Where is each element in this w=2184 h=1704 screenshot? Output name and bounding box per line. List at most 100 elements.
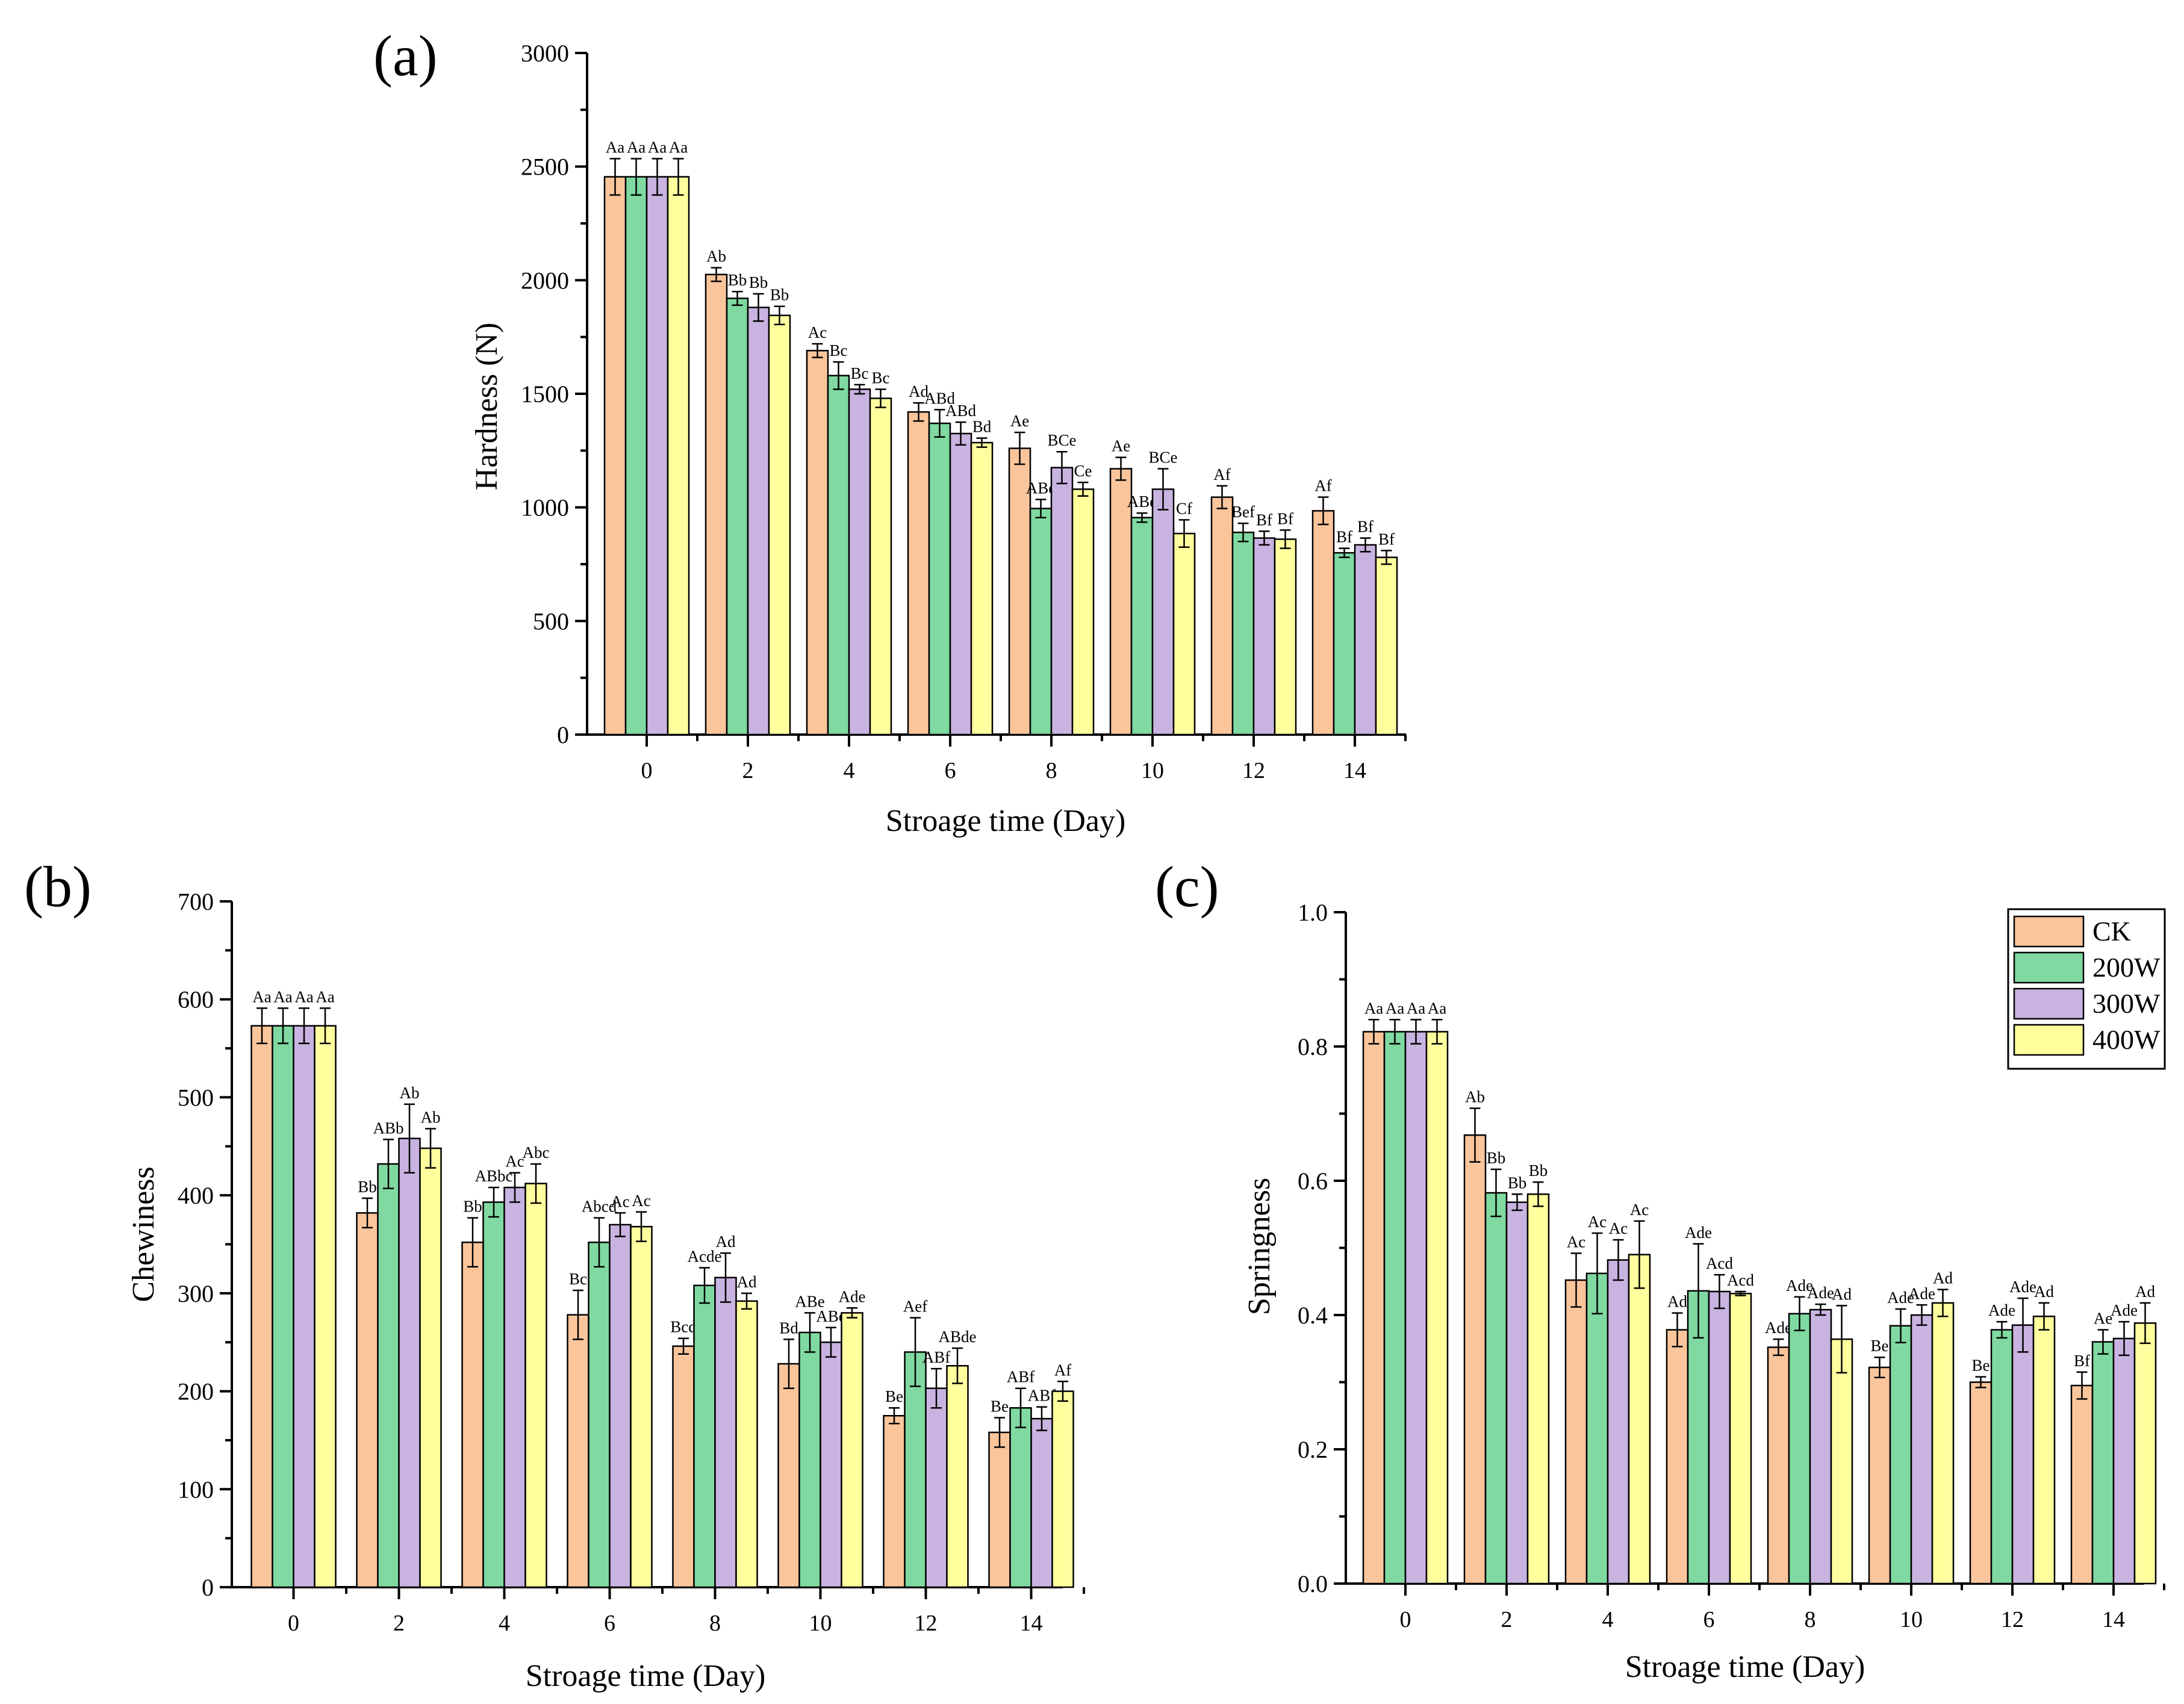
legend: CK 200W 300W 400W: [2007, 908, 2166, 1070]
panel-c-significance-label: Ade: [1908, 1284, 1935, 1302]
panel-c-bar-ck-day-14: [2070, 1384, 2094, 1585]
panel-a-significance-label: Bc: [830, 341, 848, 359]
panel-c-bar-400w-day-2: [1526, 1193, 1550, 1585]
panel-b-significance-label: Ac: [611, 1192, 629, 1210]
panel-a-bar-ck-day-10: [1109, 468, 1133, 736]
panel-b-significance-label: ABb: [373, 1119, 403, 1137]
panel-c-y-axis-title: Springness: [1242, 1178, 1277, 1315]
panel-a-significance-label: Ae: [1112, 437, 1130, 455]
panel-b-bar-400w-day-10: [841, 1312, 863, 1588]
panel-a-bar-ck-day-12: [1210, 496, 1234, 736]
panel-b-bar-400w-day-0: [314, 1025, 337, 1588]
panel-b-significance-label: Aa: [252, 987, 271, 1006]
panel-b-significance-label: Ade: [839, 1287, 866, 1305]
panel-a-bar-300w-day-4: [848, 388, 871, 736]
panel-b-bar-200w-day-4: [482, 1201, 505, 1588]
legend-swatch-400w: [2013, 1024, 2085, 1056]
panel-a-x-tick-label: 4: [844, 758, 855, 783]
panel-a-bar-300w-day-8: [1050, 467, 1074, 736]
panel-a-significance-label: Bb: [770, 286, 789, 304]
panel-c-significance-label: Ad: [1832, 1285, 1852, 1303]
panel-c-bar-200w-day-10: [1889, 1325, 1912, 1585]
panel-b-significance-label: ABbc: [475, 1167, 513, 1185]
panel-b-significance-label: Ac: [505, 1152, 524, 1171]
panel-c-bar-400w-day-0: [1425, 1031, 1449, 1585]
panel-a-y-tick-label: 0: [557, 721, 569, 748]
panel-b-bar-300w-day-10: [820, 1341, 842, 1588]
panel-c-bar-200w-day-0: [1383, 1031, 1407, 1585]
panel-b-bar-400w-day-8: [735, 1300, 758, 1588]
panel-a-bar-300w-day-10: [1151, 488, 1175, 736]
panel-a-x-tick-label: 14: [1343, 758, 1366, 783]
panel-a-bar-200w-day-0: [624, 176, 648, 736]
panel-a-x-axis-title: Stroage time (Day): [886, 804, 1126, 838]
panel-b-bar-300w-day-4: [503, 1186, 526, 1588]
panel-a-bar-200w-day-4: [827, 375, 850, 736]
panel-b-bar-ck-day-12: [883, 1415, 906, 1588]
panel-b-significance-label: Abcd: [582, 1198, 617, 1216]
panel-a-bar-200w-day-8: [1029, 508, 1053, 736]
panel-b-significance-label: ABf: [922, 1348, 951, 1366]
panel-c-bar-300w-day-10: [1910, 1314, 1934, 1585]
panel-b-significance-label: Abc: [523, 1143, 550, 1161]
panel-b-bar-ck-day-6: [567, 1314, 590, 1588]
panel-c-significance-label: Acd: [1706, 1254, 1733, 1272]
panel-c-y-tick-label: 0.8: [1298, 1033, 1328, 1060]
panel-b-bar-200w-day-10: [798, 1331, 821, 1588]
panel-b-significance-label: Af: [1054, 1361, 1072, 1379]
panel-b-y-tick-label: 500: [178, 1084, 214, 1111]
panel-a-significance-label: Bc: [851, 364, 869, 382]
panel-c-significance-label: Acd: [1727, 1271, 1754, 1289]
panel-c-bar-300w-day-6: [1708, 1290, 1731, 1585]
panel-a-significance-label: Af: [1314, 477, 1332, 495]
panel-b-bar-400w-day-14: [1051, 1390, 1074, 1588]
panel-c-x-tick-label: 14: [2102, 1607, 2125, 1632]
panel-a-significance-label: Bf: [1336, 528, 1352, 546]
panel-b-bar-300w-day-2: [398, 1137, 421, 1588]
panel-c-bar-200w-day-4: [1585, 1272, 1609, 1585]
panel-a-bar-ck-day-4: [806, 350, 829, 736]
panel-b-significance-label: Ac: [632, 1192, 650, 1210]
panel-c-significance-label: Ac: [1630, 1201, 1649, 1219]
panel-c-label: (c): [1155, 854, 1219, 919]
legend-label-300w: 300W: [2092, 988, 2161, 1019]
panel-b-significance-label: Bb: [463, 1198, 482, 1216]
panel-a-x-tick-label: 0: [641, 758, 653, 783]
panel-c-bar-300w-day-12: [2011, 1324, 2035, 1585]
panel-c-bar-400w-day-8: [1830, 1338, 1853, 1585]
panel-b-bar-200w-day-14: [1009, 1407, 1032, 1588]
panel-c-significance-label: Aa: [1407, 999, 1425, 1017]
panel-a-x-tick-label: 10: [1141, 758, 1164, 783]
panel-a-label: (a): [373, 23, 438, 88]
panel-a-bar-300w-day-6: [949, 432, 972, 736]
panel-c-bar-200w-day-12: [1990, 1329, 2014, 1585]
legend-label-200w: 200W: [2092, 952, 2161, 983]
panel-b-significance-label: Aa: [316, 987, 334, 1006]
panel-c-significance-label: Bb: [1487, 1149, 1506, 1167]
panel-c-significance-label: Aa: [1364, 999, 1383, 1017]
panel-c-significance-label: Bf: [2074, 1352, 2090, 1370]
panel-c-significance-label: Aa: [1428, 999, 1446, 1017]
panel-c-bar-300w-day-14: [2112, 1337, 2136, 1585]
panel-b-significance-label: Bd: [779, 1319, 798, 1337]
panel-c-springness-chart: (c) Stroage time (Day) Springness 0.0 0.2…: [1155, 854, 2165, 1684]
panel-b-bar-300w-day-8: [714, 1276, 737, 1588]
panel-c-y-tick-label: 0.0: [1298, 1570, 1328, 1597]
panel-a-significance-label: BCe: [1148, 449, 1177, 467]
legend-label-ck: CK: [2092, 916, 2131, 947]
panel-a-significance-label: ABd: [945, 402, 977, 420]
panel-a-bar-ck-day-8: [1008, 447, 1031, 736]
panel-b-x-tick-label: 8: [709, 1611, 721, 1636]
panel-c-significance-label: Ade: [2111, 1301, 2138, 1319]
panel-b-chewiness-chart: (b) Stroage time (Day) Chewiness 0100200…: [24, 854, 1085, 1693]
panel-c-y-tick-label: 0.6: [1298, 1168, 1328, 1195]
panel-a-bar-ck-day-6: [907, 411, 930, 736]
panel-a-significance-label: Cf: [1176, 499, 1192, 517]
panel-a-bar-300w-day-12: [1252, 537, 1276, 736]
panel-a-significance-label: Aa: [627, 138, 646, 156]
panel-b-bar-ck-day-10: [777, 1363, 800, 1588]
panel-a-x-tick-label: 8: [1046, 758, 1057, 783]
panel-a-significance-label: Bf: [1277, 509, 1293, 527]
